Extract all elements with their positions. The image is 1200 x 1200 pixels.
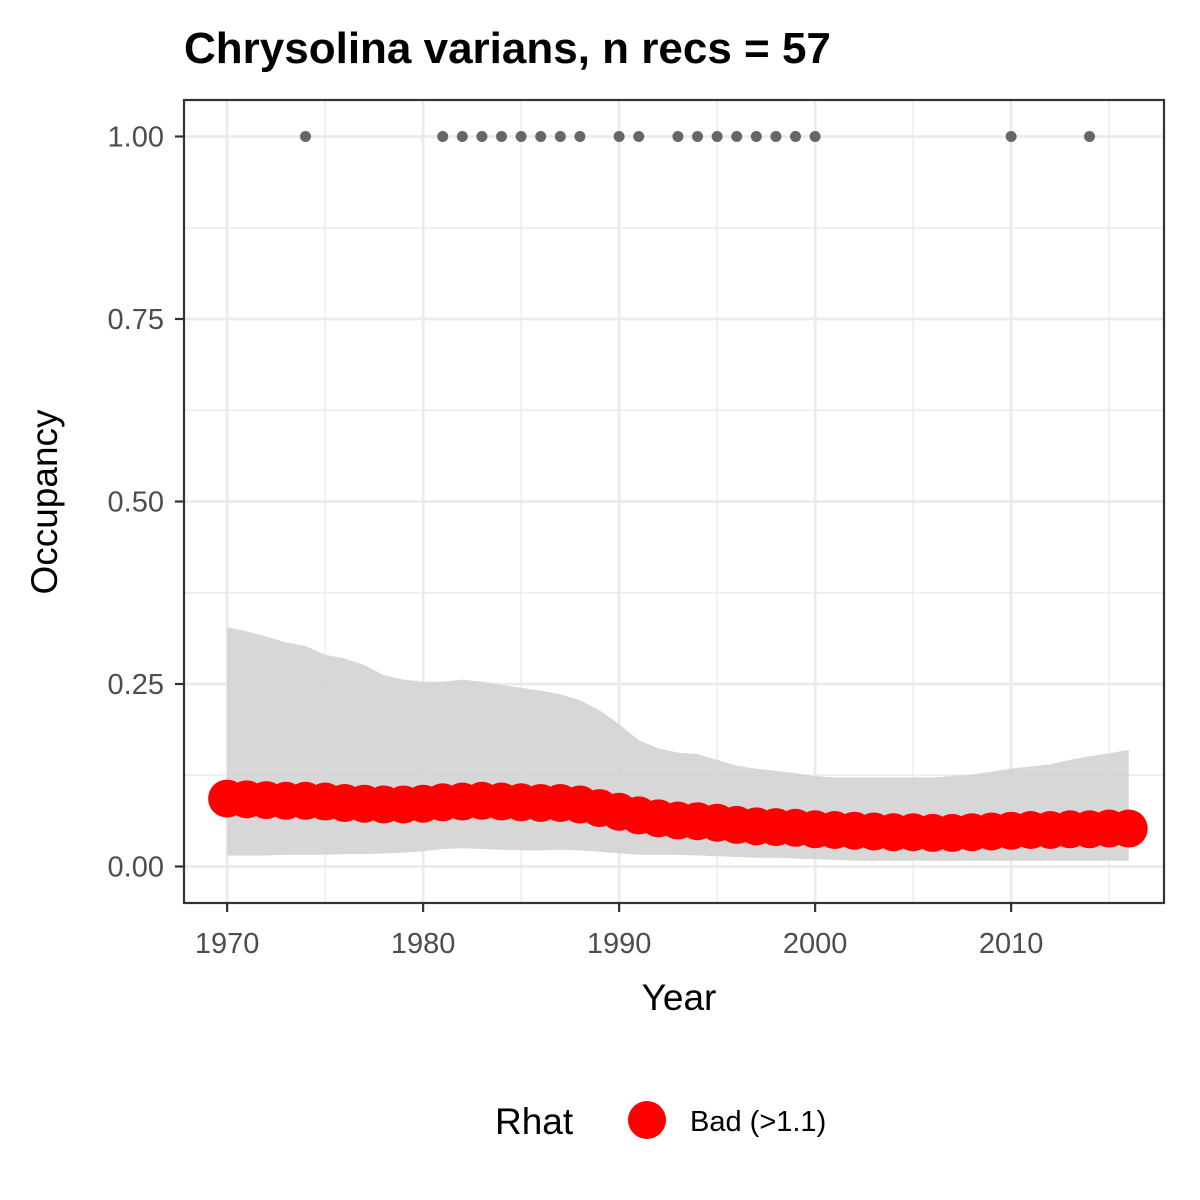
x-tick-label: 1970 (195, 928, 260, 960)
record-point (456, 131, 468, 142)
chart-title: Chrysolina varians, n recs = 57 (184, 24, 831, 73)
record-point (633, 131, 645, 142)
y-tick-label: 0.50 (108, 487, 164, 519)
legend: Rhat Bad (>1.1) (495, 1101, 826, 1142)
record-point (770, 131, 782, 142)
legend-label-bad: Bad (>1.1) (690, 1106, 826, 1138)
record-point (790, 131, 802, 142)
record-point (300, 131, 312, 142)
record-point (574, 131, 586, 142)
legend-key-bad (628, 1101, 666, 1139)
record-point (1084, 131, 1096, 142)
y-axis-title: Occupancy (24, 409, 65, 595)
y-tick-label: 0.75 (108, 304, 164, 336)
legend-title: Rhat (495, 1101, 574, 1142)
record-point (535, 131, 547, 142)
x-tick-label: 1980 (391, 928, 456, 960)
x-tick-label: 2010 (979, 928, 1044, 960)
occupancy-points (208, 779, 1148, 852)
record-point (613, 131, 625, 142)
record-point (554, 131, 566, 142)
y-tick-label: 0.00 (108, 852, 164, 884)
x-tick-label: 1990 (587, 928, 652, 960)
record-point (711, 131, 723, 142)
x-axis: 1970 1980 1990 2000 2010 (195, 903, 1044, 960)
y-tick-label: 0.25 (108, 669, 164, 701)
record-point (437, 131, 449, 142)
x-axis-title: Year (642, 977, 717, 1018)
record-point (731, 131, 743, 142)
record-point (750, 131, 762, 142)
record-point (1005, 131, 1017, 142)
record-point (476, 131, 488, 142)
occupancy-point (1109, 809, 1148, 848)
record-point (496, 131, 508, 142)
y-axis: 0.00 0.25 0.50 0.75 1.00 (108, 122, 184, 884)
record-point (672, 131, 684, 142)
record-point (515, 131, 527, 142)
y-tick-label: 1.00 (108, 122, 164, 154)
record-points (300, 131, 1096, 142)
record-point (692, 131, 704, 142)
x-tick-label: 2000 (783, 928, 848, 960)
record-point (809, 131, 821, 142)
